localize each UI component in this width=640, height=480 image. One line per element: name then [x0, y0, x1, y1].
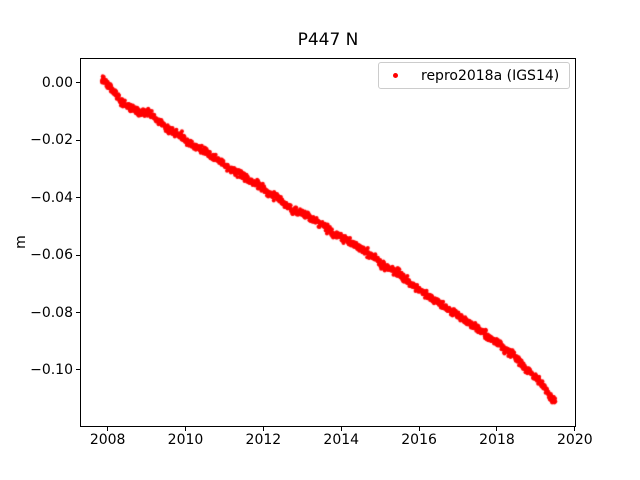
y-tick-label: −0.06: [30, 247, 73, 264]
x-tick-mark: [574, 427, 576, 431]
y-tick-mark: [76, 197, 80, 199]
x-tick-label: 2014: [323, 432, 360, 448]
x-tick-mark: [340, 427, 342, 431]
legend-entry-label: repro2018a (IGS14): [421, 67, 560, 84]
y-tick-label: −0.04: [30, 189, 73, 206]
legend: repro2018a (IGS14): [378, 62, 570, 89]
x-tick-label: 2012: [245, 432, 282, 448]
x-tick-mark: [107, 427, 109, 431]
y-tick-mark: [76, 139, 80, 141]
y-tick-label: −0.10: [30, 361, 73, 378]
x-tick-mark: [418, 427, 420, 431]
y-tick-mark: [76, 369, 80, 371]
y-tick-mark: [76, 312, 80, 313]
y-tick-mark: [76, 254, 80, 256]
x-tick-label: 2008: [89, 432, 126, 448]
x-tick-label: 2020: [557, 432, 593, 448]
x-tick-mark: [185, 427, 186, 431]
x-tick-label: 2018: [479, 432, 515, 448]
y-tick-label: 0.00: [41, 74, 73, 91]
x-tick-label: 2016: [401, 432, 437, 448]
y-tick-label: −0.08: [30, 304, 73, 321]
chart-title: P447 N: [297, 30, 359, 50]
y-tick-mark: [76, 82, 80, 84]
x-tick-label: 2010: [167, 432, 204, 448]
x-tick-mark: [496, 427, 498, 431]
y-tick-label: −0.02: [30, 132, 73, 149]
legend-marker-dot-icon: [393, 73, 398, 78]
x-tick-mark: [262, 427, 264, 431]
